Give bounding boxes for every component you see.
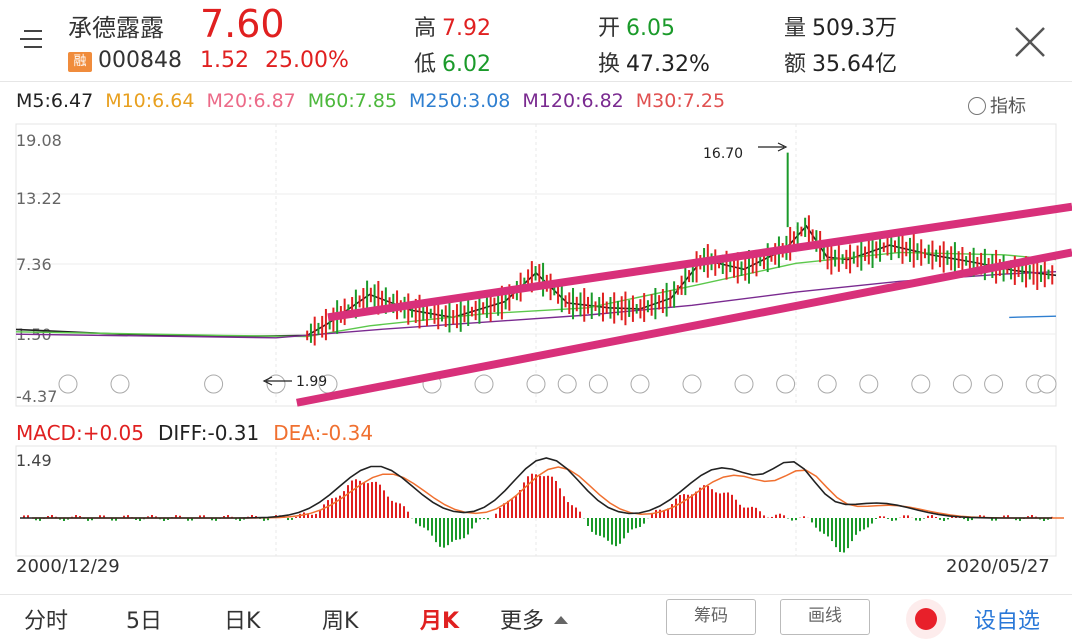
tab-monthly-k[interactable]: 月K [420, 609, 460, 634]
q-marker-icon [526, 374, 546, 394]
diff-line [20, 457, 1052, 519]
indicator-button[interactable]: 指标 [968, 92, 1026, 118]
quote-header: 承德露露 7.60 融 000848 1.52 25.00% 高 7.92 低 6.… [0, 0, 1072, 82]
y-tick-label: -4.37 [16, 387, 57, 406]
close-icon[interactable] [1010, 22, 1050, 62]
chart-series-layer [15, 152, 1072, 553]
dea-value-label: DEA:-0.34 [273, 421, 374, 445]
tab-daily-k[interactable]: 日K [224, 609, 261, 634]
q-marker-icon [734, 374, 754, 394]
q-marker-icon [58, 374, 78, 394]
kline-chart[interactable]: 19.08 13.22 7.36 1.50 -4.37 16.70 1.99 1… [0, 118, 1072, 588]
amount-label: 额 [784, 52, 807, 77]
q-marker-icon [817, 374, 837, 394]
q-marker-icon [630, 374, 650, 394]
start-date: 2000/12/29 [16, 556, 120, 577]
trendline-1 [327, 202, 1072, 322]
tab-weekly-k[interactable]: 周K [322, 609, 359, 634]
q-marker-icon [859, 374, 879, 394]
menu-icon[interactable] [18, 26, 50, 52]
high-label: 高 [414, 16, 437, 41]
stock-name: 承德露露 [68, 14, 164, 42]
y-tick-label: 19.08 [16, 131, 62, 150]
q-marker-icon [110, 374, 130, 394]
add-to-watchlist-button[interactable]: 设自选 [974, 609, 1041, 634]
q-marker-icon [204, 374, 224, 394]
ma120-label: M120:6.82 [522, 90, 624, 112]
amount-quote: 额 35.64亿 [784, 46, 897, 78]
end-date: 2020/05/27 [946, 556, 1050, 577]
q-marker-icon [266, 374, 286, 394]
macd-top-label: 1.49 [16, 451, 52, 470]
tab-more-label: 更多 [500, 609, 545, 634]
open-label: 开 [598, 16, 621, 41]
turnover-label: 换 [598, 52, 621, 77]
ma10-label: M10:6.64 [105, 90, 195, 112]
low-label: 低 [414, 52, 437, 77]
chip-distribution-button[interactable]: 筹码 [666, 599, 756, 635]
low-quote: 低 6.02 [414, 46, 491, 78]
record-button[interactable] [906, 599, 946, 639]
tab-5day[interactable]: 5日 [126, 609, 162, 634]
q-marker-icon [557, 374, 577, 394]
q-marker-icon [588, 374, 608, 394]
margin-badge: 融 [68, 52, 92, 72]
turnover-quote: 换 47.32% [598, 46, 710, 78]
y-tick-label: 7.36 [16, 255, 52, 274]
q-marker-icon [776, 374, 796, 394]
ma30-label: M30:7.25 [635, 90, 726, 112]
open-quote: 开 6.05 [598, 10, 675, 42]
q-marker-icon [682, 374, 702, 394]
indicator-label: 指标 [990, 96, 1026, 117]
min-arrowhead [262, 376, 273, 386]
ma-line-m250 [1009, 315, 1057, 319]
max-arrowhead [777, 142, 788, 152]
stock-code: 000848 [98, 48, 182, 73]
ma5-label: M5:6.47 [16, 90, 94, 112]
diff-value-label: DIFF:-0.31 [157, 421, 260, 445]
price-change-pct: 25.00% [265, 48, 349, 73]
tab-more[interactable]: 更多 [500, 603, 569, 635]
high-value: 7.92 [442, 16, 491, 41]
max-price-label: 16.70 [703, 146, 743, 162]
y-tick-label: 13.22 [16, 189, 62, 208]
record-dot-icon [915, 608, 937, 630]
stock-price: 7.60 [200, 2, 285, 46]
low-value: 6.02 [442, 52, 491, 77]
volume-value: 509.3万 [812, 16, 897, 41]
price-change: 1.52 [200, 48, 249, 73]
gauge-icon [968, 97, 986, 115]
open-value: 6.05 [626, 16, 675, 41]
caret-up-icon [554, 616, 569, 624]
min-price-label: 1.99 [296, 374, 327, 390]
q-marker-icon [952, 374, 972, 394]
macd-value-label: MACD:+0.05 [16, 421, 144, 445]
q-marker-icon [911, 374, 931, 394]
ma-legend: M5:6.47 M10:6.64 M20:6.87 M60:7.85 M250:3.08… [16, 90, 737, 112]
ma20-label: M20:6.87 [206, 90, 296, 112]
bottom-toolbar: 分时 5日 日K 周K 月K 更多 筹码 画线 设自选 [0, 594, 1072, 640]
ma250-label: M250:3.08 [409, 90, 511, 112]
draw-line-button[interactable]: 画线 [780, 599, 870, 635]
q-marker-icon [984, 374, 1004, 394]
tab-timeshare[interactable]: 分时 [24, 609, 69, 634]
turnover-value: 47.32% [626, 52, 710, 77]
ma60-label: M60:7.85 [307, 90, 398, 112]
high-quote: 高 7.92 [414, 10, 491, 42]
macd-legend: MACD:+0.05 DIFF:-0.31 DEA:-0.34 [16, 421, 387, 445]
trendline-2 [296, 248, 1072, 407]
volume-quote: 量 509.3万 [784, 10, 897, 42]
q-marker-icon [1037, 374, 1057, 394]
volume-label: 量 [784, 16, 807, 41]
amount-value: 35.64亿 [812, 52, 897, 77]
q-marker-icon [474, 374, 494, 394]
